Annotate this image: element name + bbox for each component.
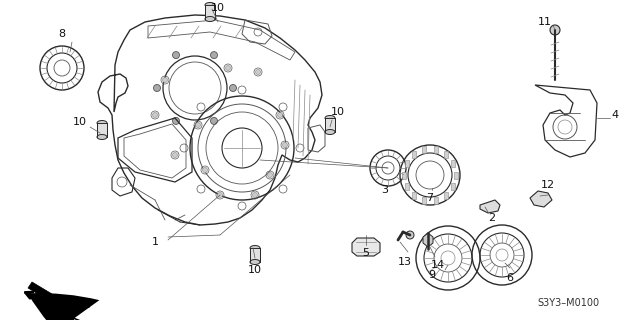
Polygon shape <box>434 197 438 204</box>
Text: 14: 14 <box>431 260 445 270</box>
Circle shape <box>173 52 180 59</box>
Circle shape <box>406 231 414 239</box>
Ellipse shape <box>250 260 260 265</box>
Text: 6: 6 <box>506 273 513 283</box>
Bar <box>205 5 215 19</box>
Circle shape <box>203 167 208 172</box>
Polygon shape <box>423 233 433 247</box>
Ellipse shape <box>205 3 215 7</box>
Text: 10: 10 <box>73 117 87 127</box>
Ellipse shape <box>250 245 260 251</box>
Text: 10: 10 <box>248 265 262 275</box>
Polygon shape <box>530 191 552 207</box>
Circle shape <box>173 117 180 124</box>
Text: S3Y3–M0100: S3Y3–M0100 <box>538 298 600 308</box>
Polygon shape <box>480 200 500 213</box>
Polygon shape <box>402 172 406 179</box>
Text: 5: 5 <box>362 248 369 258</box>
Ellipse shape <box>325 130 335 134</box>
Text: 10: 10 <box>211 3 225 13</box>
Circle shape <box>252 193 257 197</box>
Bar <box>97 123 107 137</box>
Polygon shape <box>452 160 455 167</box>
Text: 9: 9 <box>429 270 436 280</box>
Circle shape <box>255 69 261 75</box>
Text: 7: 7 <box>426 193 434 203</box>
Polygon shape <box>412 151 416 158</box>
Circle shape <box>173 153 178 157</box>
Ellipse shape <box>97 121 107 125</box>
Circle shape <box>210 52 217 59</box>
Circle shape <box>196 123 201 127</box>
Polygon shape <box>434 146 438 153</box>
Circle shape <box>162 77 168 83</box>
Polygon shape <box>352 238 380 256</box>
Circle shape <box>229 84 236 92</box>
Circle shape <box>268 172 273 178</box>
Ellipse shape <box>205 17 215 21</box>
Text: 4: 4 <box>612 110 619 120</box>
Ellipse shape <box>325 116 335 121</box>
Polygon shape <box>444 192 448 199</box>
Polygon shape <box>422 146 426 153</box>
Ellipse shape <box>97 134 107 140</box>
Text: FR.: FR. <box>70 300 90 310</box>
Polygon shape <box>452 183 455 190</box>
Text: 8: 8 <box>59 29 66 39</box>
Polygon shape <box>412 192 416 199</box>
Text: 13: 13 <box>398 257 412 267</box>
Circle shape <box>282 142 287 148</box>
Polygon shape <box>444 151 448 158</box>
Circle shape <box>225 66 231 70</box>
FancyArrowPatch shape <box>25 292 39 299</box>
Circle shape <box>210 117 217 124</box>
Polygon shape <box>454 172 458 179</box>
Text: 2: 2 <box>489 213 496 223</box>
Text: 11: 11 <box>538 17 552 27</box>
Text: 12: 12 <box>541 180 555 190</box>
Text: 10: 10 <box>331 107 345 117</box>
Polygon shape <box>404 160 408 167</box>
Circle shape <box>278 113 282 117</box>
Bar <box>250 248 260 262</box>
Circle shape <box>154 84 161 92</box>
Circle shape <box>550 25 560 35</box>
Text: 1: 1 <box>152 237 159 247</box>
FancyArrowPatch shape <box>27 293 99 320</box>
Bar <box>325 118 335 132</box>
Polygon shape <box>28 282 55 308</box>
Polygon shape <box>404 183 408 190</box>
Circle shape <box>152 113 157 117</box>
Circle shape <box>217 193 222 197</box>
Text: 3: 3 <box>382 185 389 195</box>
Polygon shape <box>422 197 426 204</box>
